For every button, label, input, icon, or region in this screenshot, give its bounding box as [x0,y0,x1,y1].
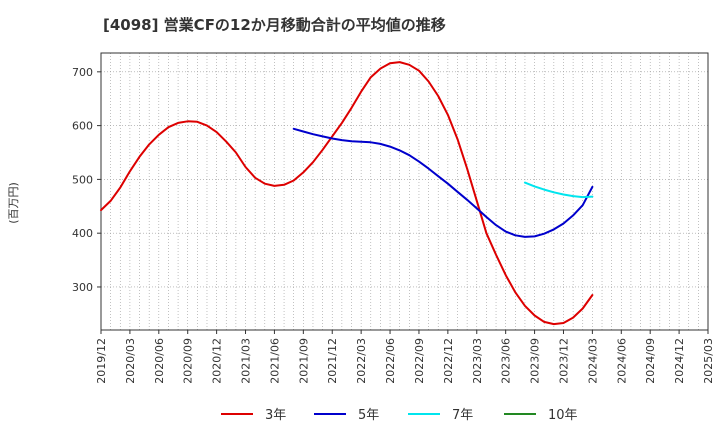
series-line-1 [100,61,594,326]
x-tick-label: 2021/09 [297,338,310,384]
x-tick-label: 2022/06 [384,338,397,384]
x-tick-label: 2024/06 [615,338,628,384]
y-tick-label: 500 [72,173,93,186]
x-tick-label: 2024/12 [673,338,686,384]
x-tick-label: 2022/09 [413,338,426,384]
x-tick-label: 2023/12 [557,338,570,384]
y-axis-label: (百万円) [7,182,20,224]
x-tick-label: 2023/06 [500,338,513,384]
x-tick-label: 2020/09 [182,338,195,384]
y-tick-label: 700 [72,66,93,79]
plot-background [101,53,708,330]
x-tick-label: 2024/09 [644,338,657,384]
x-tick-label: 2020/12 [211,338,224,384]
x-tick-label: 2019/12 [95,338,108,384]
x-tick-label: 2024/03 [586,338,599,384]
x-tick-label: 2021/03 [240,338,253,384]
y-tick-label: 300 [72,281,93,294]
series-line-2 [292,127,594,238]
y-tick-label: 400 [72,227,93,240]
chart-title: [4098] 営業CFの12か月移動合計の平均値の推移 [103,16,446,34]
plot-frame [100,52,709,331]
x-tick-label: 2022/12 [442,338,455,384]
legend-label-2: 5年 [358,408,379,423]
legend-label-1: 3年 [265,408,286,423]
series-line-3 [523,181,594,199]
x-tick-label: 2020/03 [124,338,137,384]
x-tick-label: 2023/09 [529,338,542,384]
x-tick-label: 2021/06 [268,338,281,384]
x-tick-label: 2021/12 [326,338,339,384]
x-tick-label: 2022/03 [355,338,368,384]
legend-label-3: 7年 [452,408,473,423]
y-tick-label: 600 [72,120,93,133]
legend-label-4: 10年 [548,408,578,423]
x-tick-label: 2023/03 [471,338,484,384]
x-tick-label: 2025/03 [702,338,715,384]
legend: 3年 5年 7年 10年 [221,408,578,423]
plot-area: 300 400 500 600 700 2019/12 2020/03 2020/06 2020… [72,52,715,384]
x-tick-label: 2020/06 [153,338,166,384]
